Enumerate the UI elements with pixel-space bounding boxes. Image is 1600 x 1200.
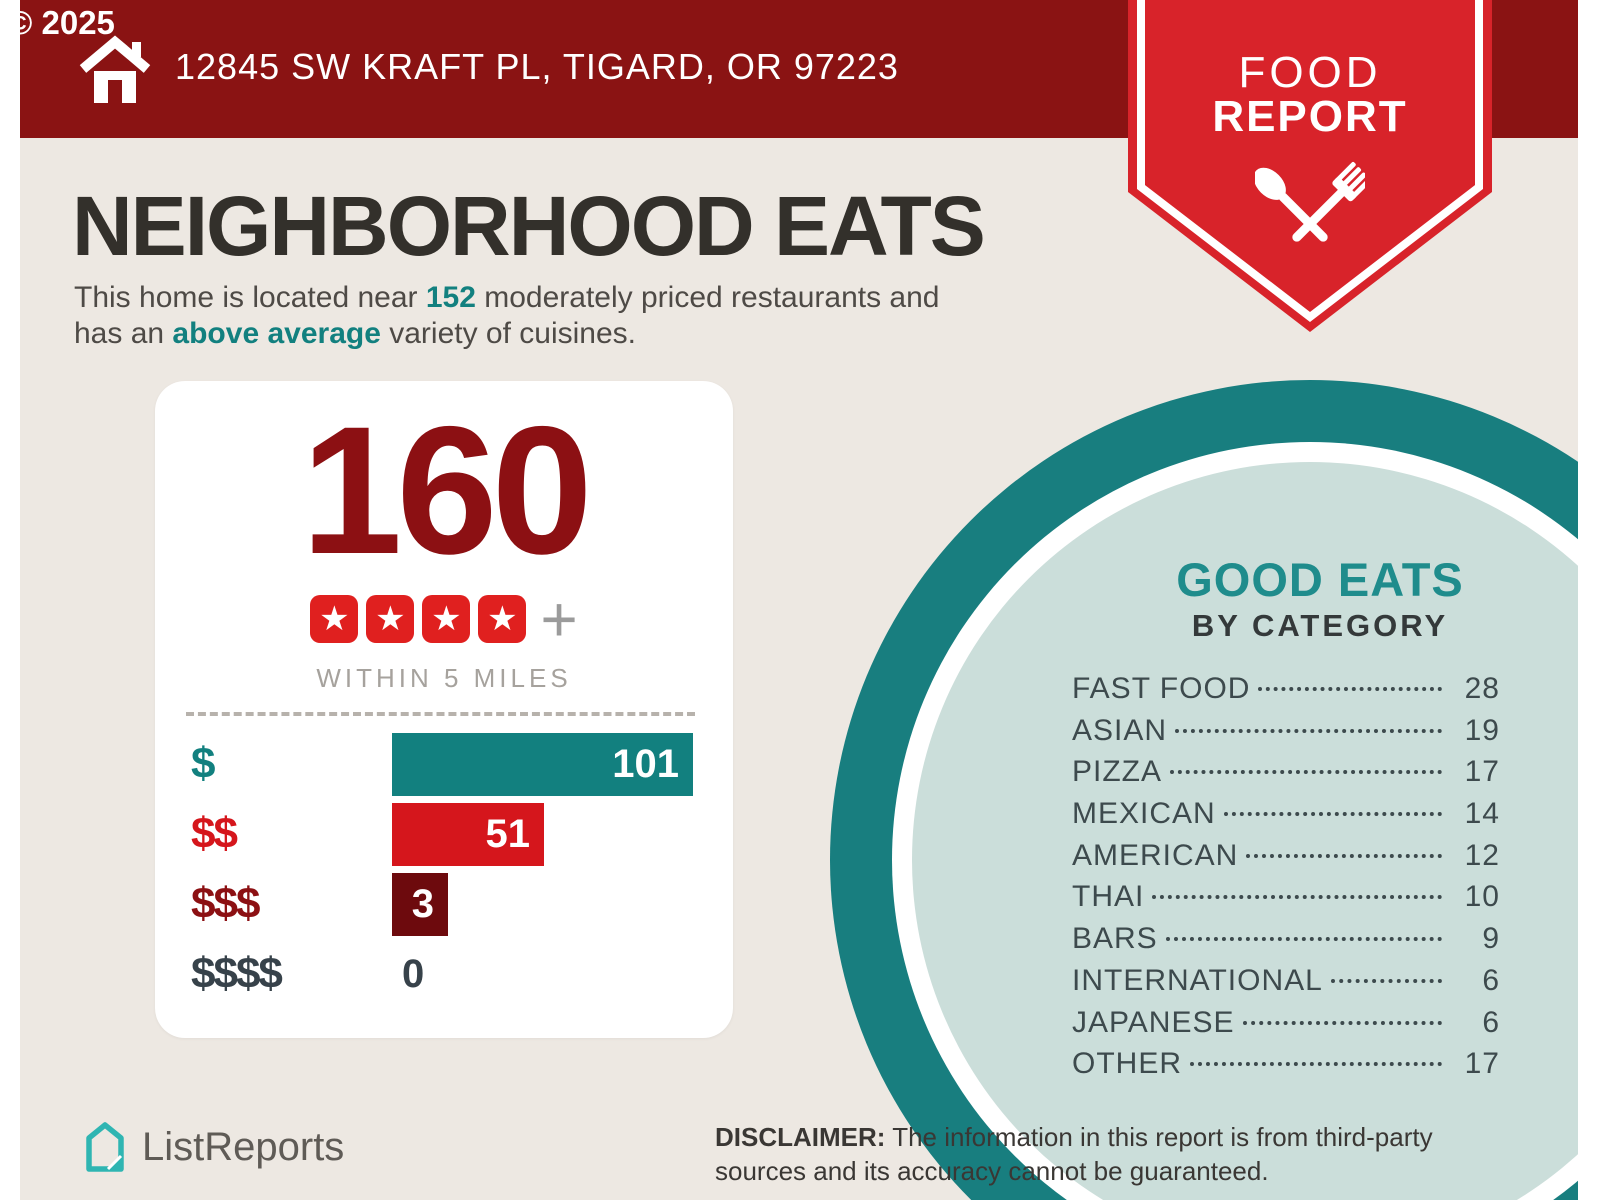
crossed-spoon-fork-icon: [1255, 161, 1365, 242]
category-row: ASIAN 19: [1072, 714, 1500, 756]
bar-value: 101: [612, 741, 679, 786]
category-label: FAST FOOD: [1072, 672, 1251, 705]
category-value: 6: [1482, 1005, 1500, 1039]
price-row-3-dollar: $$$ 3: [191, 869, 703, 939]
right-white-margin: [1578, 0, 1600, 1200]
price-tier-chart: $ 101 $$ 51 $$$ 3 $$$$ 0: [191, 729, 703, 1009]
good-eats-circle-fill: [912, 462, 1600, 1200]
category-row: BARS 9: [1072, 922, 1500, 964]
category-row: AMERICAN 12: [1072, 839, 1500, 881]
price-row-1-dollar: $ 101: [191, 729, 703, 799]
food-report-ribbon: FOOD REPORT: [1128, 0, 1492, 335]
dotted-leader: [1170, 770, 1442, 775]
category-label: ASIAN: [1072, 713, 1168, 747]
disclaimer-text: DISCLAIMER: The information in this repo…: [715, 1122, 1433, 1186]
category-row: FAST FOOD 28: [1072, 672, 1500, 714]
good-eats-title: GOOD EATS: [1176, 553, 1464, 606]
bar-four-dollar: 0: [392, 943, 703, 1006]
page-subtitle: This home is located near 152 moderately…: [74, 281, 940, 350]
category-value: 9: [1482, 922, 1500, 956]
dotted-leader: [1190, 1062, 1442, 1067]
dotted-leader: [1242, 1020, 1442, 1025]
category-value: 10: [1464, 880, 1500, 914]
bar-value: 0: [402, 951, 425, 996]
dotted-leader: [1258, 687, 1442, 691]
star-icon: ★: [478, 595, 527, 643]
dotted-leader: [1330, 978, 1442, 983]
page-title: NEIGHBORHOOD EATS: [72, 179, 986, 273]
category-label: MEXICAN: [1072, 797, 1216, 831]
price-row-2-dollar: $$ 51: [191, 799, 703, 869]
category-row: OTHER 17: [1072, 1047, 1500, 1089]
category-list: FAST FOOD 28 ASIAN 19 PIZZA 17 MEXICAN 14 AM…: [1072, 672, 1500, 1089]
ribbon-report-label: REPORT: [1212, 92, 1408, 141]
category-label: INTERNATIONAL: [1072, 963, 1323, 997]
plus-sign: +: [540, 583, 578, 655]
category-value: 17: [1464, 1047, 1500, 1081]
dotted-leader: [1246, 853, 1442, 858]
price-label: $$: [191, 809, 238, 858]
price-label: $: [191, 739, 215, 788]
listreports-brand: ListReports: [82, 1118, 344, 1176]
category-label: JAPANESE: [1072, 1005, 1235, 1039]
bar-value: 51: [485, 811, 530, 856]
listreports-logo-icon: [86, 1122, 124, 1172]
radius-caption: WITHIN 5 MILES: [316, 663, 572, 693]
listreports-brand-text: ListReports: [142, 1124, 345, 1169]
category-value: 28: [1464, 672, 1500, 705]
dotted-leader: [1175, 728, 1442, 733]
restaurant-stats-card: 160 ★ ★ ★ ★ + WITHIN 5 MILES $ 101 $$ 51 $$$…: [155, 381, 733, 1038]
dashed-divider: [186, 712, 695, 716]
category-value: 14: [1464, 797, 1500, 831]
good-eats-circle-ring: [830, 380, 1600, 1200]
category-value: 19: [1464, 713, 1500, 747]
star-icon: ★: [310, 595, 359, 643]
dotted-leader: [1165, 937, 1442, 942]
bar-three-dollar: 3: [392, 872, 448, 936]
bar-value: 3: [411, 881, 434, 926]
category-row: PIZZA 17: [1072, 755, 1500, 797]
category-row: JAPANESE 6: [1072, 1006, 1500, 1048]
category-label: THAI: [1072, 880, 1145, 914]
price-label: $$$: [191, 879, 260, 928]
rating-stars: ★ ★ ★ ★ +: [155, 583, 733, 655]
category-value: 6: [1482, 963, 1500, 997]
star-icon: ★: [366, 595, 415, 643]
left-white-margin: [0, 0, 20, 1200]
category-row: MEXICAN 14: [1072, 797, 1500, 839]
restaurant-count: 152: [425, 281, 476, 314]
subtitle-text: This home is located near: [74, 281, 426, 314]
price-label: $$$$: [191, 949, 283, 998]
category-label: PIZZA: [1072, 755, 1163, 789]
disclaimer-label: DISCLAIMER:: [715, 1122, 886, 1152]
category-label: OTHER: [1072, 1047, 1182, 1081]
bar-two-dollar: 51: [392, 802, 544, 866]
total-restaurants-count: 160: [301, 388, 593, 592]
property-address: 12845 SW KRAFT PL, TIGARD, OR 97223: [175, 46, 899, 87]
copyright-text: © 2025: [8, 4, 115, 41]
category-label: BARS: [1072, 922, 1158, 956]
good-eats-subtitle: BY CATEGORY: [1191, 608, 1449, 643]
category-label: AMERICAN: [1072, 838, 1239, 872]
category-value: 12: [1464, 838, 1500, 872]
ribbon-shape: [1128, 0, 1492, 332]
price-row-4-dollar: $$$$ 0: [191, 939, 703, 1009]
category-row: INTERNATIONAL 6: [1072, 964, 1500, 1006]
dotted-leader: [1223, 812, 1442, 817]
category-value: 17: [1464, 755, 1500, 789]
bar-one-dollar: 101: [392, 732, 693, 796]
category-row: THAI 10: [1072, 880, 1500, 922]
star-icon: ★: [422, 595, 471, 643]
variety-highlight: above average: [172, 317, 381, 350]
home-icon: [79, 35, 151, 103]
dotted-leader: [1152, 895, 1442, 900]
ribbon-food-label: FOOD: [1238, 48, 1382, 97]
